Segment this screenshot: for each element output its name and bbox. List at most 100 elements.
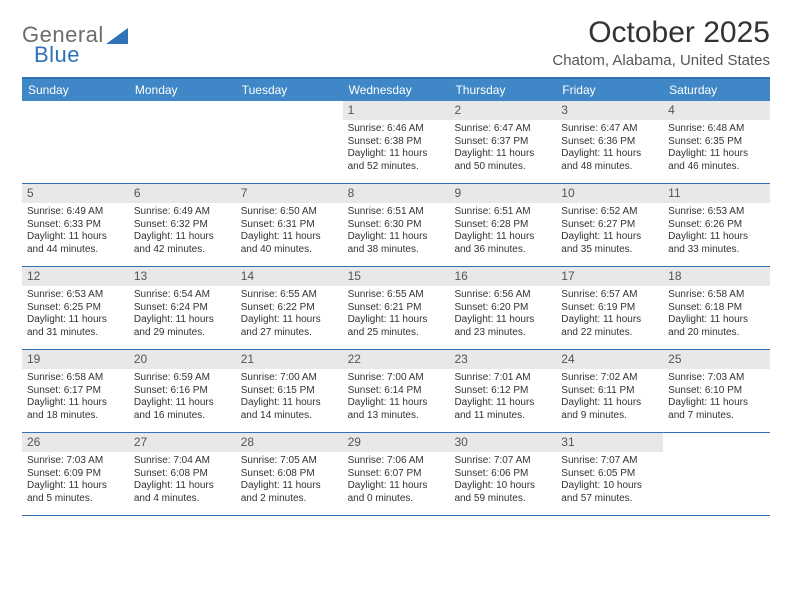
sunset-text: Sunset: 6:06 PM [454, 468, 551, 481]
sunset-text: Sunset: 6:16 PM [134, 385, 231, 398]
sunset-text: Sunset: 6:30 PM [348, 219, 445, 232]
daylight-text: Daylight: 11 hours and 38 minutes. [348, 231, 445, 256]
sunset-text: Sunset: 6:26 PM [668, 219, 765, 232]
day-cell: 2Sunrise: 6:47 AMSunset: 6:37 PMDaylight… [449, 101, 556, 183]
day-cell: 13Sunrise: 6:54 AMSunset: 6:24 PMDayligh… [129, 267, 236, 349]
sunset-text: Sunset: 6:07 PM [348, 468, 445, 481]
sunrise-text: Sunrise: 7:03 AM [668, 372, 765, 385]
daylight-text: Daylight: 11 hours and 23 minutes. [454, 314, 551, 339]
day-header-thursday: Thursday [449, 79, 556, 101]
sunset-text: Sunset: 6:09 PM [27, 468, 124, 481]
logo-text-blue-row: Blue [34, 42, 80, 68]
day-cell: 14Sunrise: 6:55 AMSunset: 6:22 PMDayligh… [236, 267, 343, 349]
daylight-text: Daylight: 11 hours and 18 minutes. [27, 397, 124, 422]
daylight-text: Daylight: 11 hours and 7 minutes. [668, 397, 765, 422]
daylight-text: Daylight: 10 hours and 59 minutes. [454, 480, 551, 505]
day-cell: 11 Sunrise: 6:53 AMSunset: 6:26 PMDayligh… [663, 184, 770, 266]
daylight-text: Daylight: 11 hours and 48 minutes. [561, 148, 658, 173]
logo-triangle-icon [106, 26, 128, 44]
day-number: 9 [449, 184, 556, 203]
sunrise-text: Sunrise: 6:55 AM [241, 289, 338, 302]
sunset-text: Sunset: 6:05 PM [561, 468, 658, 481]
daylight-text: Daylight: 11 hours and 11 minutes. [454, 397, 551, 422]
logo-text-blue: Blue [34, 42, 80, 67]
daylight-text: Daylight: 11 hours and 33 minutes. [668, 231, 765, 256]
sunrise-text: Sunrise: 7:00 AM [241, 372, 338, 385]
header: General October 2025 Chatom, Alabama, Un… [22, 16, 770, 69]
daylight-text: Daylight: 11 hours and 16 minutes. [134, 397, 231, 422]
day-number: 21 [236, 350, 343, 369]
daylight-text: Daylight: 11 hours and 42 minutes. [134, 231, 231, 256]
day-header-tuesday: Tuesday [236, 79, 343, 101]
day-cell: 31Sunrise: 7:07 AMSunset: 6:05 PMDayligh… [556, 433, 663, 515]
sunset-text: Sunset: 6:35 PM [668, 136, 765, 149]
sunrise-text: Sunrise: 6:58 AM [27, 372, 124, 385]
sunrise-text: Sunrise: 6:53 AM [27, 289, 124, 302]
daylight-text: Daylight: 11 hours and 46 minutes. [668, 148, 765, 173]
day-cell: 8Sunrise: 6:51 AMSunset: 6:30 PMDaylight… [343, 184, 450, 266]
calendar: Sunday Monday Tuesday Wednesday Thursday… [22, 77, 770, 516]
day-header-saturday: Saturday [663, 79, 770, 101]
sunrise-text: Sunrise: 6:55 AM [348, 289, 445, 302]
sunset-text: Sunset: 6:19 PM [561, 302, 658, 315]
sunset-text: Sunset: 6:18 PM [668, 302, 765, 315]
sunset-text: Sunset: 6:36 PM [561, 136, 658, 149]
week-row: 19Sunrise: 6:58 AMSunset: 6:17 PMDayligh… [22, 350, 770, 433]
day-number: 4 [663, 101, 770, 120]
day-cell: 15Sunrise: 6:55 AMSunset: 6:21 PMDayligh… [343, 267, 450, 349]
daylight-text: Daylight: 11 hours and 52 minutes. [348, 148, 445, 173]
day-number: 11 [663, 184, 770, 203]
day-number: 18 [663, 267, 770, 286]
day-cell: 27Sunrise: 7:04 AMSunset: 6:08 PMDayligh… [129, 433, 236, 515]
day-number: 24 [556, 350, 663, 369]
day-header-wednesday: Wednesday [343, 79, 450, 101]
day-number: 17 [556, 267, 663, 286]
sunset-text: Sunset: 6:14 PM [348, 385, 445, 398]
sunset-text: Sunset: 6:22 PM [241, 302, 338, 315]
day-cell: 25Sunrise: 7:03 AMSunset: 6:10 PMDayligh… [663, 350, 770, 432]
day-number: 27 [129, 433, 236, 452]
day-header-sunday: Sunday [22, 79, 129, 101]
day-cell: 9Sunrise: 6:51 AMSunset: 6:28 PMDaylight… [449, 184, 556, 266]
daylight-text: Daylight: 11 hours and 40 minutes. [241, 231, 338, 256]
sunset-text: Sunset: 6:15 PM [241, 385, 338, 398]
sunrise-text: Sunrise: 6:47 AM [561, 123, 658, 136]
day-cell: 4Sunrise: 6:48 AMSunset: 6:35 PMDaylight… [663, 101, 770, 183]
day-cell: 7Sunrise: 6:50 AMSunset: 6:31 PMDaylight… [236, 184, 343, 266]
daylight-text: Daylight: 11 hours and 50 minutes. [454, 148, 551, 173]
day-number: 20 [129, 350, 236, 369]
title-block: October 2025 Chatom, Alabama, United Sta… [552, 16, 770, 69]
sunrise-text: Sunrise: 7:07 AM [561, 455, 658, 468]
sunrise-text: Sunrise: 7:03 AM [27, 455, 124, 468]
day-cell: 24Sunrise: 7:02 AMSunset: 6:11 PMDayligh… [556, 350, 663, 432]
day-number: 26 [22, 433, 129, 452]
sunset-text: Sunset: 6:38 PM [348, 136, 445, 149]
day-number: 5 [22, 184, 129, 203]
sunrise-text: Sunrise: 6:57 AM [561, 289, 658, 302]
daylight-text: Daylight: 11 hours and 22 minutes. [561, 314, 658, 339]
sunrise-text: Sunrise: 6:59 AM [134, 372, 231, 385]
sunrise-text: Sunrise: 6:56 AM [454, 289, 551, 302]
sunrise-text: Sunrise: 6:49 AM [27, 206, 124, 219]
sunset-text: Sunset: 6:27 PM [561, 219, 658, 232]
sunrise-text: Sunrise: 7:05 AM [241, 455, 338, 468]
location: Chatom, Alabama, United States [552, 52, 770, 69]
day-number: 25 [663, 350, 770, 369]
week-row: 26Sunrise: 7:03 AMSunset: 6:09 PMDayligh… [22, 433, 770, 516]
day-header-friday: Friday [556, 79, 663, 101]
week-row: 1Sunrise: 6:46 AMSunset: 6:38 PMDaylight… [22, 101, 770, 184]
day-cell: 18Sunrise: 6:58 AMSunset: 6:18 PMDayligh… [663, 267, 770, 349]
day-cell: 3Sunrise: 6:47 AMSunset: 6:36 PMDaylight… [556, 101, 663, 183]
daylight-text: Daylight: 11 hours and 5 minutes. [27, 480, 124, 505]
sunset-text: Sunset: 6:33 PM [27, 219, 124, 232]
sunrise-text: Sunrise: 7:06 AM [348, 455, 445, 468]
sunset-text: Sunset: 6:31 PM [241, 219, 338, 232]
sunset-text: Sunset: 6:32 PM [134, 219, 231, 232]
day-number: 30 [449, 433, 556, 452]
sunrise-text: Sunrise: 6:53 AM [668, 206, 765, 219]
day-number: 8 [343, 184, 450, 203]
day-number: 23 [449, 350, 556, 369]
day-cell: 30Sunrise: 7:07 AMSunset: 6:06 PMDayligh… [449, 433, 556, 515]
day-cell: 19Sunrise: 6:58 AMSunset: 6:17 PMDayligh… [22, 350, 129, 432]
sunset-text: Sunset: 6:28 PM [454, 219, 551, 232]
